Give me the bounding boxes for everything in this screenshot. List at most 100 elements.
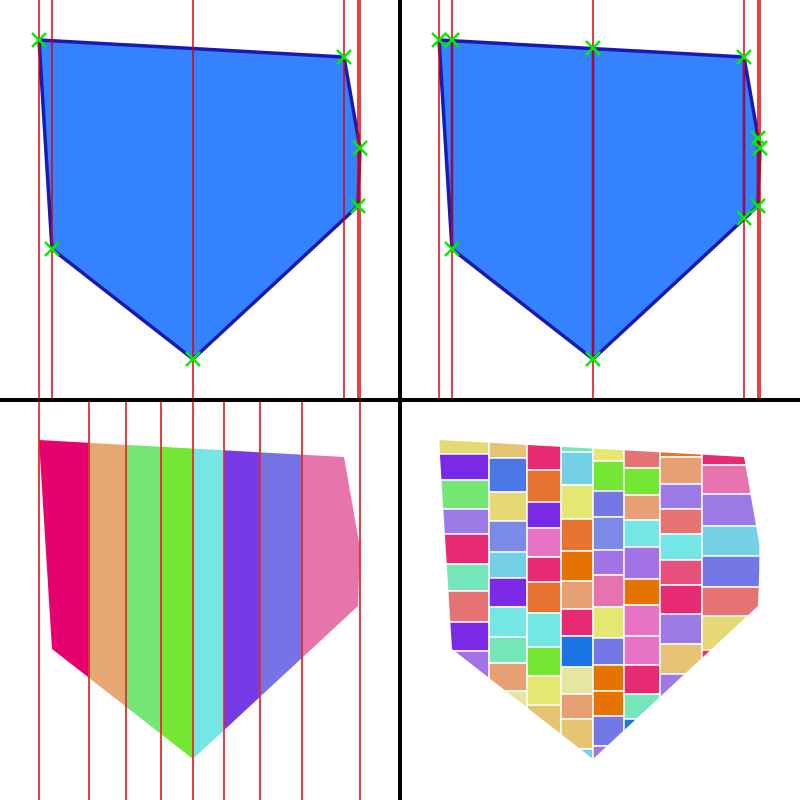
cell bbox=[592, 637, 625, 666]
cell bbox=[439, 453, 490, 481]
cell bbox=[488, 491, 528, 522]
cell bbox=[526, 527, 562, 558]
cell bbox=[439, 621, 490, 652]
polygon bbox=[437, 38, 762, 361]
cell bbox=[701, 712, 760, 744]
vertex-marks bbox=[31, 32, 768, 367]
cell bbox=[439, 533, 490, 565]
cell bbox=[701, 742, 760, 759]
cell bbox=[701, 464, 760, 495]
cell bbox=[488, 690, 528, 717]
cell bbox=[488, 577, 528, 608]
cell bbox=[439, 590, 490, 623]
vertex-mark bbox=[336, 49, 352, 65]
panel-top-right bbox=[437, 38, 762, 361]
vertex-mark bbox=[352, 140, 368, 156]
cell bbox=[659, 643, 703, 675]
cell bbox=[560, 518, 594, 552]
panel-bottom-right bbox=[439, 440, 760, 794]
vertex-mark bbox=[736, 210, 752, 226]
cell bbox=[659, 508, 703, 535]
cell bbox=[526, 733, 562, 759]
cell bbox=[488, 636, 528, 664]
cell bbox=[439, 508, 490, 535]
cell bbox=[623, 440, 661, 469]
cell bbox=[592, 574, 625, 608]
cell bbox=[439, 440, 490, 455]
vertex-mark bbox=[431, 32, 447, 48]
strip bbox=[39, 440, 90, 759]
cell bbox=[560, 666, 594, 695]
cell bbox=[701, 680, 760, 714]
panel-top-left bbox=[37, 38, 362, 361]
vertex-mark bbox=[585, 40, 601, 56]
cell bbox=[659, 730, 703, 759]
cell bbox=[526, 646, 562, 677]
strip bbox=[223, 440, 261, 759]
cell bbox=[526, 556, 562, 583]
cell bbox=[701, 586, 760, 617]
cell bbox=[439, 650, 490, 683]
vertex-mark bbox=[585, 351, 601, 367]
cell bbox=[701, 555, 760, 588]
cell bbox=[623, 578, 661, 606]
cell bbox=[592, 715, 625, 747]
strip bbox=[259, 440, 303, 759]
cell bbox=[527, 761, 561, 793]
cell bbox=[439, 681, 490, 713]
cell bbox=[592, 606, 625, 639]
cell bbox=[488, 662, 528, 692]
cell bbox=[560, 748, 594, 759]
cell bbox=[526, 612, 562, 648]
cell bbox=[623, 693, 661, 720]
cell bbox=[623, 718, 661, 749]
vertex-mark bbox=[185, 351, 201, 367]
cell bbox=[659, 699, 703, 732]
cell bbox=[526, 469, 562, 503]
cell bbox=[592, 690, 625, 717]
strip bbox=[88, 440, 127, 759]
cell bbox=[488, 715, 528, 744]
cell bbox=[659, 673, 703, 701]
cell bbox=[560, 635, 594, 668]
vertex-mark bbox=[750, 198, 766, 214]
cell bbox=[592, 745, 625, 759]
cell bbox=[659, 584, 703, 615]
cell bbox=[488, 551, 528, 579]
cell bbox=[701, 649, 760, 682]
cell bbox=[623, 546, 661, 580]
cell bbox=[526, 675, 562, 706]
cell bbox=[623, 467, 661, 496]
cell bbox=[526, 440, 562, 471]
cell bbox=[526, 501, 562, 529]
sweep-lines bbox=[38, 0, 761, 800]
cell bbox=[701, 615, 760, 651]
cell bbox=[659, 456, 703, 485]
cell bbox=[488, 457, 528, 493]
cell bbox=[701, 493, 760, 527]
cell bbox=[488, 742, 528, 759]
cell bbox=[488, 606, 528, 638]
cell bbox=[488, 440, 528, 459]
vertex-mark bbox=[444, 32, 460, 48]
cell bbox=[560, 580, 594, 610]
strip bbox=[192, 440, 225, 759]
cell bbox=[439, 737, 490, 759]
vertex-mark bbox=[444, 241, 460, 257]
cell bbox=[592, 664, 625, 692]
cell bbox=[592, 549, 625, 576]
cell bbox=[560, 451, 594, 486]
cell bbox=[623, 664, 661, 695]
cell bbox=[439, 563, 490, 592]
cell bbox=[592, 490, 625, 518]
cell bbox=[560, 693, 594, 720]
cell bbox=[526, 581, 562, 614]
vertex-mark bbox=[44, 241, 60, 257]
cell bbox=[659, 559, 703, 586]
strip bbox=[160, 440, 194, 759]
cell bbox=[592, 440, 625, 462]
cell bbox=[560, 484, 594, 520]
cell bbox=[439, 479, 490, 510]
cell bbox=[660, 765, 702, 794]
